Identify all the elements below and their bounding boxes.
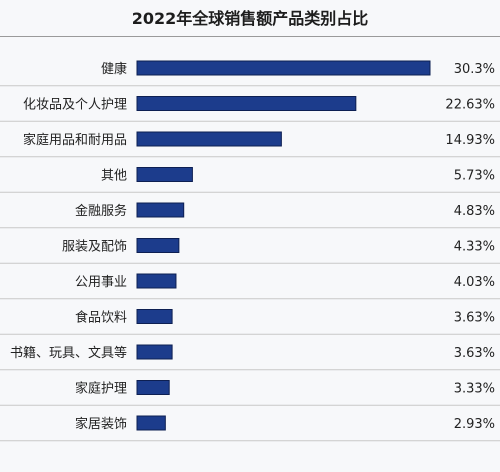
value-label: 3.63%: [454, 311, 495, 326]
category-label: 食品饮料: [75, 310, 127, 326]
bar: [136, 60, 431, 76]
bar: [136, 309, 173, 324]
category-label: 家庭护理: [75, 381, 127, 397]
value-label: 4.03%: [454, 275, 495, 290]
bar: [136, 238, 180, 253]
bar: [136, 131, 282, 147]
title-divider: [0, 36, 500, 37]
value-label: 3.33%: [454, 382, 495, 397]
bar: [136, 202, 185, 218]
category-label: 服装及配饰: [62, 240, 127, 255]
value-label: 3.63%: [454, 346, 495, 361]
value-label: 14.93%: [445, 133, 495, 148]
value-label: 5.73%: [454, 169, 495, 184]
category-label: 健康: [101, 61, 127, 77]
bar: [136, 96, 357, 111]
value-label: 30.3%: [454, 62, 495, 77]
value-label: 22.63%: [445, 98, 495, 113]
category-label: 家庭用品和耐用品: [23, 132, 127, 148]
category-label: 化妆品及个人护理: [23, 98, 127, 113]
category-label: 家居装饰: [75, 416, 127, 432]
category-label: 其他: [101, 169, 127, 184]
bar: [136, 415, 166, 431]
chart-rows: 健康 30.3% 化妆品及个人护理 22.63% 家庭用品和耐用品 14.93% 其他 5.7…: [0, 60, 500, 442]
bar: [136, 273, 177, 289]
value-label: 4.83%: [454, 204, 495, 219]
bar: [136, 380, 170, 395]
bar: [136, 167, 193, 182]
bar: [136, 344, 173, 360]
category-label: 金融服务: [75, 203, 127, 219]
value-label: 2.93%: [454, 417, 495, 432]
value-label: 4.33%: [454, 240, 495, 255]
category-label: 书籍、玩具、文具等: [10, 345, 127, 361]
category-label: 公用事业: [75, 275, 127, 290]
chart-title: 2022年全球销售额产品类别占比: [131, 9, 369, 28]
